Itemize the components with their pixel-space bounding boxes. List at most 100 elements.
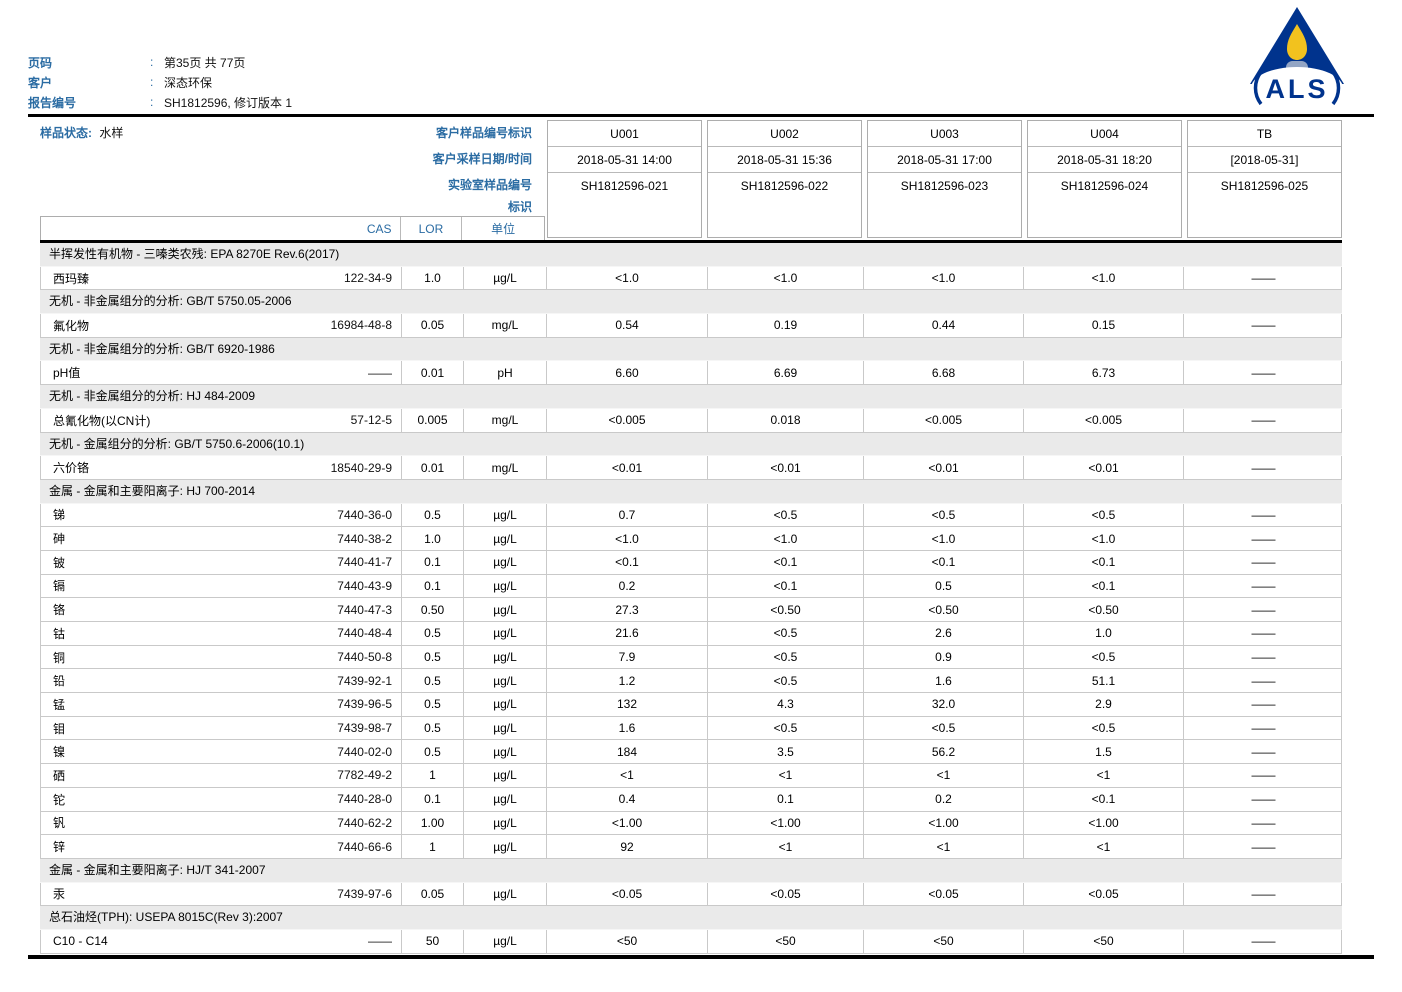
analyte-name-cell: 钴 7440-48-4	[41, 622, 401, 645]
lor-value: 1	[401, 835, 463, 858]
sample-id: U003	[868, 121, 1021, 147]
lor-value: 0.5	[401, 622, 463, 645]
analyte-name: 硒	[53, 768, 66, 783]
analyte-name-cell: 六价铬 18540-29-9	[41, 456, 401, 479]
result-value-U004: 1.5	[1023, 740, 1183, 764]
result-value-U002: <0.1	[707, 550, 863, 574]
result-value-U003: 2.6	[863, 622, 1023, 645]
unit-value: mg/L	[463, 456, 546, 479]
analyte-row: 铅 7439-92-1 0.5 µg/L 1.2 <0.5 1.6 51.1 ——	[40, 669, 1342, 694]
result-value-TB: ——	[1183, 645, 1343, 669]
result-value-U004: <0.5	[1023, 716, 1183, 740]
analyte-name: C10 - C14	[53, 934, 108, 949]
analyte-name-cell: C10 - C14 ——	[41, 930, 401, 953]
result-value-U004: <0.01	[1023, 456, 1183, 479]
analyte-name-cell: 西玛臻 122-34-9	[41, 267, 401, 290]
result-value-U002: 0.1	[707, 787, 863, 811]
result-value-U004: <0.1	[1023, 574, 1183, 598]
lor-value: 0.1	[401, 787, 463, 811]
unit-value: µg/L	[463, 787, 546, 811]
divider-bottom	[28, 955, 1374, 959]
cas-value: 18540-29-9	[330, 460, 392, 475]
result-value-U001: <1.00	[546, 811, 707, 835]
analyte-name-cell: 铜 7440-50-8	[41, 646, 401, 669]
analyte-row: 西玛臻 122-34-9 1.0 µg/L <1.0 <1.0 <1.0 <1.0 ——	[40, 266, 1343, 291]
result-value-U004: 6.73	[1023, 361, 1183, 385]
result-value-U003: <50	[863, 929, 1023, 953]
result-value-U004: 0.15	[1023, 314, 1183, 337]
result-value-TB: ——	[1183, 598, 1343, 621]
analyte-name-cell: 砷 7440-38-2	[41, 527, 401, 550]
section-header: 金属 - 金属和主要阳离子: HJ 700-2014	[40, 479, 1342, 504]
colon: :	[150, 75, 154, 89]
unit-value: µg/L	[463, 669, 546, 693]
result-value-U004: <0.50	[1023, 598, 1183, 621]
als-logo-icon: ALS	[1250, 7, 1344, 109]
analyte-name-cell: 氟化物 16984-48-8	[41, 314, 401, 337]
lor-value: 0.005	[401, 408, 463, 432]
result-value-U002: <1.0	[707, 527, 863, 550]
result-value-U002: 4.3	[707, 693, 863, 716]
analyte-name: 锑	[53, 508, 66, 523]
analyte-column-headers: CAS LOR 单位	[40, 216, 545, 240]
lor-value: 1	[401, 764, 463, 787]
cas-value: 7440-48-4	[337, 626, 392, 641]
analyte-name-cell: 镍 7440-02-0	[41, 740, 401, 763]
lab-sample-number: SH1812596-024	[1060, 179, 1149, 193]
result-value-U002: <1	[707, 835, 863, 858]
result-value-U004: <50	[1023, 929, 1183, 953]
result-value-U002: <50	[707, 929, 863, 953]
result-value-U001: 1.2	[546, 669, 707, 693]
cas-value: 7440-47-3	[337, 602, 392, 617]
result-value-U001: <0.01	[546, 456, 707, 479]
sampling-datetime: 2018-05-31 18:20	[1028, 147, 1181, 173]
client-value: 深态环保	[164, 75, 213, 90]
result-value-U001: 0.2	[546, 574, 707, 598]
cas-value: 7440-66-6	[337, 839, 392, 854]
result-value-U001: 0.54	[546, 314, 707, 337]
result-value-U001: 92	[546, 835, 707, 858]
unit-value: µg/L	[463, 598, 546, 621]
result-value-U003: <0.005	[863, 408, 1023, 432]
report-number-label: 报告编号	[28, 95, 77, 110]
page-number-value: 第35页 共 77页	[164, 55, 246, 70]
sampling-datetime: 2018-05-31 17:00	[868, 147, 1021, 173]
unit-value: mg/L	[463, 408, 546, 432]
result-value-TB: ——	[1183, 266, 1343, 290]
sample-status: 样品状态: 水样	[40, 124, 123, 141]
result-value-U002: 3.5	[707, 740, 863, 764]
analyte-name: 汞	[53, 887, 66, 902]
result-value-U002: <1.0	[707, 266, 863, 290]
result-value-U004: <1.0	[1023, 266, 1183, 290]
unit-value: µg/L	[463, 882, 546, 906]
sampling-datetime: 2018-05-31 14:00	[548, 147, 701, 173]
result-value-TB: ——	[1183, 929, 1343, 953]
result-value-TB: ——	[1183, 764, 1343, 787]
analyte-row: 锰 7439-96-5 0.5 µg/L 132 4.3 32.0 2.9 ——	[40, 693, 1342, 717]
identification-label: 标识	[507, 200, 532, 214]
result-value-U004: <0.1	[1023, 550, 1183, 574]
lor-column-header: LOR	[399, 217, 462, 240]
sample-id: U004	[1028, 121, 1181, 147]
colon: :	[150, 55, 154, 69]
section-header: 半挥发性有机物 - 三嗪类农残: EPA 8270E Rev.6(2017)	[40, 243, 1342, 267]
analyte-row: 镉 7440-43-9 0.1 µg/L 0.2 <0.1 0.5 <0.1 ——	[40, 574, 1342, 599]
cas-value: 7440-43-9	[337, 578, 392, 593]
sample-status-label: 样品状态:	[40, 126, 92, 140]
sample-column-U003: U003 2018-05-31 17:00 SH1812596-023	[867, 120, 1022, 238]
analyte-name-cell: 锌 7440-66-6	[41, 835, 401, 858]
analyte-row: 锑 7440-36-0 0.5 µg/L 0.7 <0.5 <0.5 <0.5 ——	[40, 503, 1342, 528]
result-value-U003: <0.5	[863, 716, 1023, 740]
result-value-U002: <0.50	[707, 598, 863, 621]
analyte-name-cell: 铅 7439-92-1	[41, 669, 401, 692]
result-value-TB: ——	[1183, 693, 1343, 716]
result-value-U001: <0.05	[546, 882, 707, 906]
sample-id: U001	[548, 121, 701, 147]
lor-value: 0.5	[401, 740, 463, 764]
analyte-row: 镍 7440-02-0 0.5 µg/L 184 3.5 56.2 1.5 ——	[40, 740, 1342, 765]
divider-mid	[40, 240, 1342, 243]
result-value-U002: <0.1	[707, 574, 863, 598]
analyte-name: 锌	[53, 840, 66, 855]
result-value-U003: <0.01	[863, 456, 1023, 479]
